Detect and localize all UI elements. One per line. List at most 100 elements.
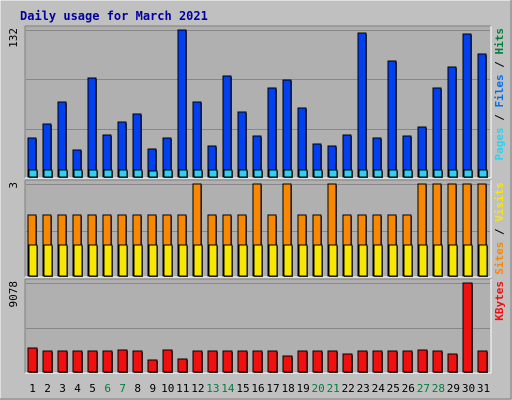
day-label-3: 3 <box>59 382 66 395</box>
hits-bar-day-25 <box>387 60 397 178</box>
hits-bar-day-17 <box>267 87 277 178</box>
pages-bar-day-30 <box>463 169 473 178</box>
day-label-31: 31 <box>477 382 490 395</box>
hits-bar-day-28 <box>432 87 442 178</box>
visits-bar-day-10 <box>163 244 173 277</box>
hits-bar-day-19 <box>297 107 307 178</box>
pages-bar-day-19 <box>298 169 308 178</box>
pages-bar-day-13 <box>208 169 218 178</box>
kbytes-bar-day-23 <box>357 350 368 373</box>
pages-bar-day-10 <box>163 169 173 178</box>
day-label-6: 6 <box>104 382 111 395</box>
visits-bar-day-4 <box>73 244 83 277</box>
pages-bar-day-23 <box>358 169 368 178</box>
day-label-19: 19 <box>296 382 309 395</box>
pages-bar-day-14 <box>223 169 233 178</box>
kbytes-bar-day-26 <box>402 350 413 373</box>
visits-bar-day-5 <box>88 244 98 277</box>
hits_panel-legend-separator: / <box>493 108 506 128</box>
day-label-22: 22 <box>342 382 355 395</box>
kbytes-bar-day-8 <box>132 350 143 373</box>
day-label-24: 24 <box>372 382 386 395</box>
kbytes-bar-day-7 <box>117 349 128 373</box>
hits-bar-day-14 <box>222 75 232 178</box>
hits-bar-day-15 <box>237 111 247 178</box>
visits_panel-legend-separator: / <box>493 222 506 242</box>
visits-bar-day-22 <box>343 244 353 277</box>
hits-bar-day-7 <box>117 121 127 178</box>
pages-bar-day-1 <box>28 169 38 178</box>
day-label-12: 12 <box>191 382 204 395</box>
pages-bar-day-18 <box>283 169 293 178</box>
day-label-5: 5 <box>89 382 96 395</box>
hits-bar-day-12 <box>192 101 202 178</box>
kbytes-bar-day-21 <box>327 350 338 373</box>
visits_panel-legend: Sites / Visits <box>493 182 506 275</box>
kbytes_panel-max-label: 9078 <box>7 281 20 308</box>
pages-bar-day-25 <box>388 169 398 178</box>
day-label-8: 8 <box>134 382 141 395</box>
hits-bar-day-23 <box>357 32 367 178</box>
visits_panel-legend-visits: Visits <box>493 182 506 222</box>
visits-bar-day-28 <box>433 244 443 277</box>
kbytes-bar-day-12 <box>192 350 203 373</box>
pages-bar-day-7 <box>118 169 128 178</box>
day-label-11: 11 <box>176 382 189 395</box>
pages-bar-day-6 <box>103 169 113 178</box>
chart-title: Daily usage for March 2021 <box>20 9 208 23</box>
pages-bar-day-21 <box>328 169 338 178</box>
visits-bar-day-6 <box>103 244 113 277</box>
visits-bar-day-24 <box>373 244 383 277</box>
day-label-30: 30 <box>462 382 475 395</box>
visits-bar-day-26 <box>403 244 413 277</box>
kbytes-bar-day-4 <box>72 350 83 373</box>
pages-bar-day-24 <box>373 169 383 178</box>
visits-bar-day-30 <box>463 244 473 277</box>
visits-bar-day-9 <box>148 244 158 277</box>
kbytes-bar-day-19 <box>297 350 308 373</box>
visits-bar-day-15 <box>238 244 248 277</box>
pages-bar-day-8 <box>133 169 143 178</box>
kbytes-bar-day-1 <box>27 347 38 373</box>
visits-bar-day-31 <box>478 244 488 277</box>
hits_panel-legend-separator: / <box>493 55 506 75</box>
pages-bar-day-29 <box>448 169 458 178</box>
hits_panel-legend-files: Files <box>493 74 506 107</box>
pages-bar-day-20 <box>313 169 323 178</box>
pages-bar-day-31 <box>478 169 488 178</box>
hits-bar-day-8 <box>132 113 142 178</box>
kbytes-bar-day-2 <box>42 350 53 373</box>
day-label-21: 21 <box>327 382 340 395</box>
kbytes-bar-day-27 <box>417 349 428 373</box>
hits_panel-legend-hits: Hits <box>493 28 506 55</box>
kbytes-bar-day-13 <box>207 350 218 373</box>
day-label-27: 27 <box>417 382 430 395</box>
visits-bar-day-3 <box>58 244 68 277</box>
visits-bar-day-12 <box>193 244 203 277</box>
pages-bar-day-11 <box>178 169 188 178</box>
day-label-2: 2 <box>44 382 51 395</box>
kbytes-bar-day-31 <box>477 350 488 373</box>
visits-bar-day-11 <box>178 244 188 277</box>
visits-bar-day-17 <box>268 244 278 277</box>
hits-bar-day-18 <box>282 79 292 178</box>
visits-bar-day-7 <box>118 244 128 277</box>
visits-bar-day-1 <box>28 244 38 277</box>
day-label-1: 1 <box>29 382 36 395</box>
kbytes-bar-day-29 <box>447 353 458 373</box>
kbytes-bar-day-16 <box>252 350 263 373</box>
kbytes-bar-day-30 <box>462 282 473 373</box>
hits_panel-legend: Pages / Files / Hits <box>493 28 506 161</box>
pages-bar-day-26 <box>403 169 413 178</box>
hits_panel-max-label: 132 <box>7 28 20 48</box>
kbytes-bar-day-24 <box>372 350 383 373</box>
pages-bar-day-16 <box>253 169 263 178</box>
hits-bar-day-29 <box>447 66 457 178</box>
visits-bar-day-23 <box>358 244 368 277</box>
visits-bar-day-16 <box>253 244 263 277</box>
day-label-18: 18 <box>281 382 294 395</box>
day-label-26: 26 <box>402 382 415 395</box>
visits-bar-day-18 <box>283 244 293 277</box>
